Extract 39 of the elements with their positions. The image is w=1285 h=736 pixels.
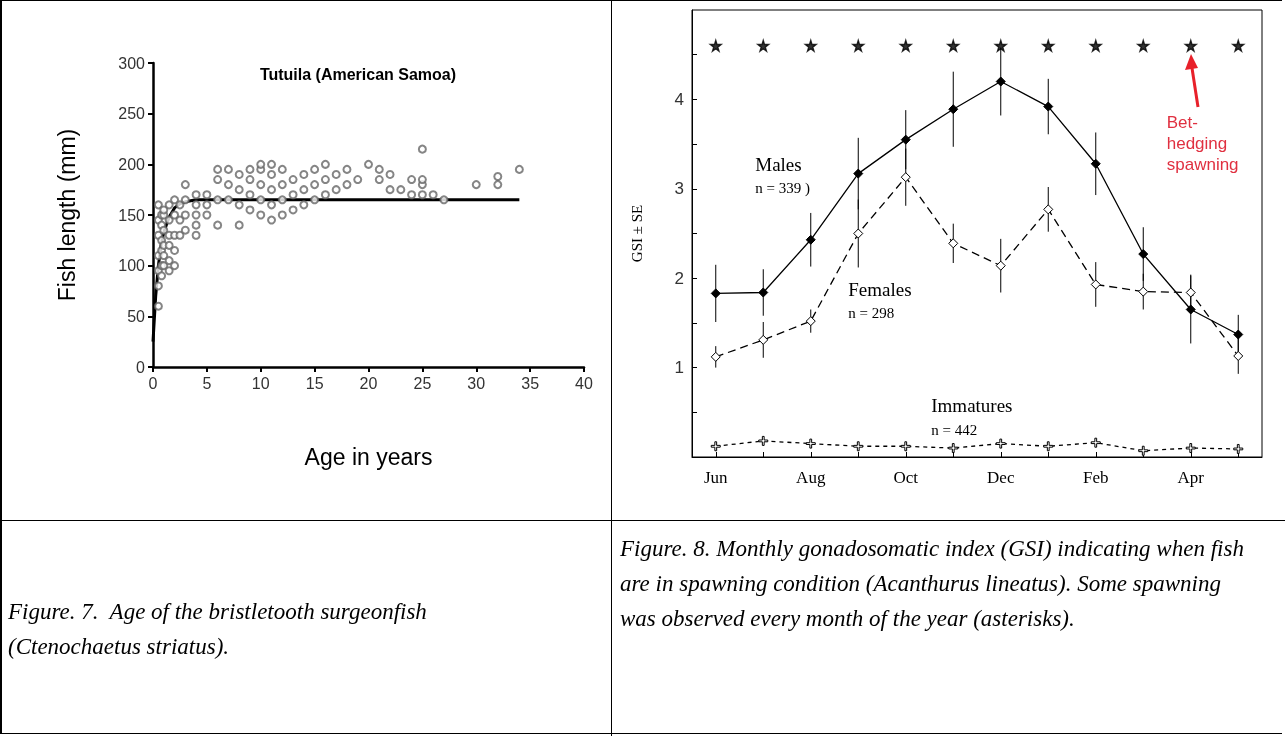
chart-title: Tutuila (American Samoa) <box>259 65 457 83</box>
x-tick-label: Aug <box>796 468 826 487</box>
y-tick-label: 3 <box>674 179 684 199</box>
x-tick-label: 35 <box>521 374 540 392</box>
x-axis-title: Age in years <box>304 443 433 470</box>
y-tick-label: 150 <box>118 206 146 224</box>
x-tick-label: Feb <box>1083 468 1109 487</box>
y-tick-label: 50 <box>127 307 146 325</box>
text: Figure. 7. Age of the bristletooth surgeonfish (Ctenochaetus striatus). <box>8 597 428 661</box>
x-tick-label: 15 <box>305 374 324 392</box>
series-label: Females <box>848 278 912 300</box>
y-axis-title: Fish length (mm) <box>53 128 80 302</box>
x-tick-label: 20 <box>359 374 378 392</box>
y-tick-label: 300 <box>118 54 146 72</box>
x-tick-label: Jun <box>703 468 729 487</box>
y-axis-title: GSI ± SE <box>628 204 645 263</box>
y-tick-label: 250 <box>118 105 146 123</box>
series-label: Immatures <box>931 395 1013 417</box>
y-tick-label: 100 <box>118 257 146 275</box>
x-tick-label: 25 <box>413 374 432 392</box>
x-tick-label: Dec <box>987 468 1015 487</box>
annotation: n = 442 <box>931 421 978 438</box>
annotation: Bet- hedging spawning <box>1166 111 1239 175</box>
x-tick-label: 0 <box>148 374 158 392</box>
x-tick-label: Oct <box>893 468 919 487</box>
y-tick-label: 0 <box>136 358 146 376</box>
x-tick-label: 40 <box>575 374 593 392</box>
x-tick-label: 10 <box>251 374 270 392</box>
x-tick-label: 30 <box>467 374 486 392</box>
y-tick-label: 2 <box>674 268 684 288</box>
x-tick-label: Apr <box>1177 468 1205 487</box>
annotation: n = 339 ) <box>755 180 810 198</box>
x-tick-label: 5 <box>202 374 212 392</box>
y-tick-label: 200 <box>118 155 146 173</box>
y-tick-label: 4 <box>674 89 684 109</box>
text: Males <box>755 153 802 175</box>
annotation: n = 298 <box>848 305 895 322</box>
text: Figure. 8. Monthly gonadosomatic index (GSI) indicating when fish are in spawning condition (Acanthurus lineatus). Some spawning was observed every month of the year (asterisks). <box>620 535 1245 633</box>
y-tick-label: 1 <box>674 358 684 378</box>
